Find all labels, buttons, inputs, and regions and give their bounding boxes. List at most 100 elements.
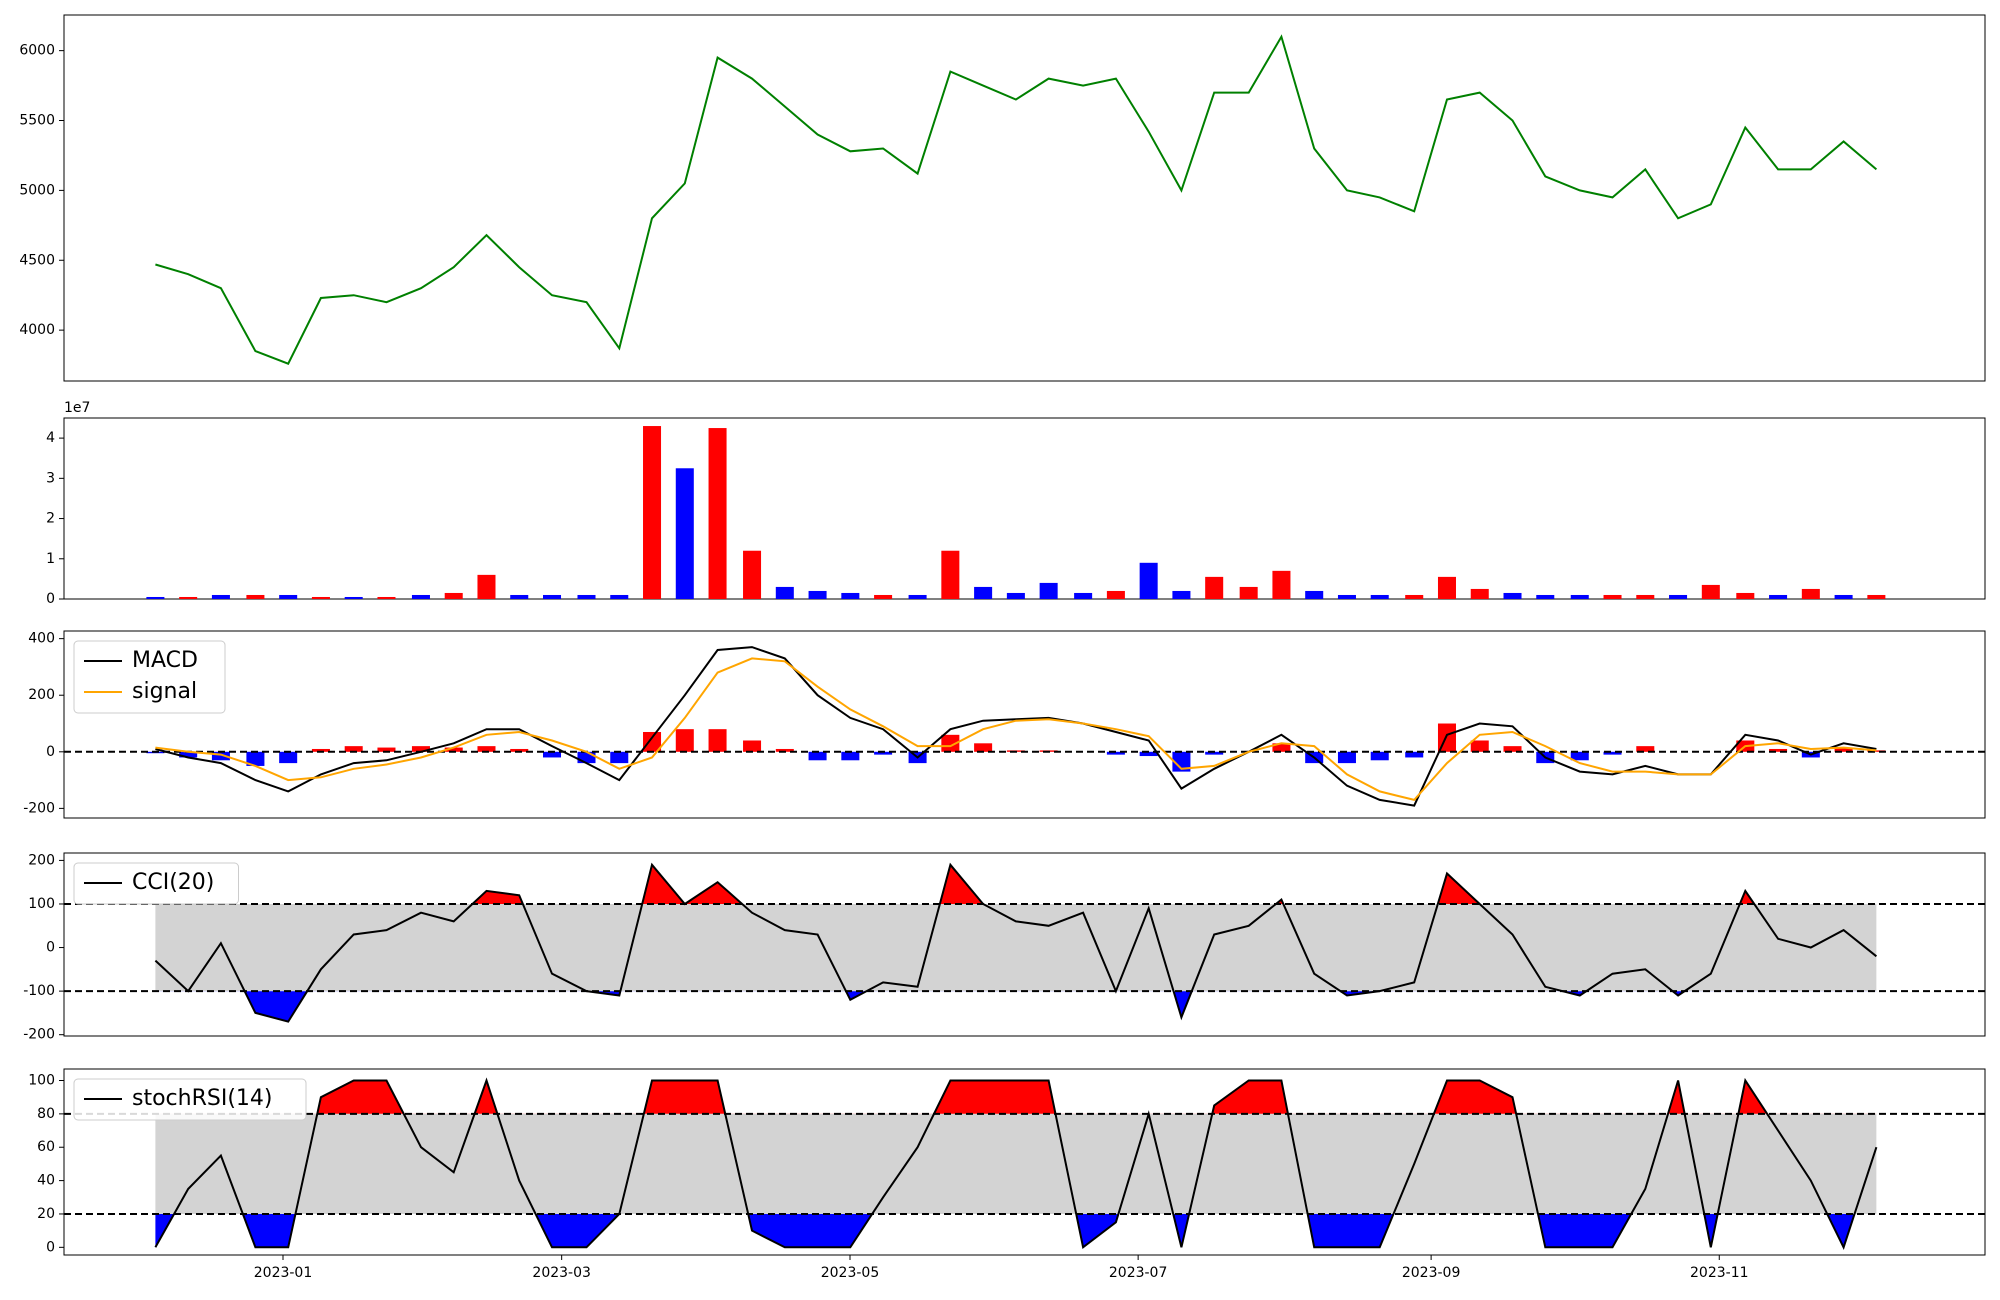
bar xyxy=(1106,751,1125,755)
y-tick-label: 4 xyxy=(46,430,55,446)
bar xyxy=(643,731,662,752)
bar xyxy=(1636,746,1655,752)
y-tick-label: 1 xyxy=(46,551,55,567)
bar xyxy=(1139,751,1158,757)
plot-frame xyxy=(63,417,1986,600)
bar xyxy=(643,426,662,599)
bar xyxy=(311,748,330,752)
bar xyxy=(246,751,265,766)
bar xyxy=(1305,590,1324,599)
bar xyxy=(808,751,827,761)
bar xyxy=(577,594,596,599)
series-line xyxy=(154,1077,1878,1250)
legend-label: CCI(20) xyxy=(132,870,214,895)
bar xyxy=(542,594,562,599)
bar xyxy=(675,468,694,599)
bar xyxy=(675,729,694,752)
bar xyxy=(510,748,529,752)
bar xyxy=(1603,594,1622,599)
y-tick-label: 0 xyxy=(46,1239,55,1255)
legend: MACD signal xyxy=(73,640,226,714)
bar xyxy=(1867,750,1886,752)
panel: 4000 4500 5000 5500 6000 xyxy=(19,14,1986,382)
bar xyxy=(1669,594,1688,599)
bar xyxy=(1801,588,1820,599)
bar xyxy=(344,746,363,752)
legend-box xyxy=(73,640,226,714)
legend-label: signal xyxy=(132,679,197,704)
bar xyxy=(279,594,298,599)
bar xyxy=(1006,592,1025,599)
y-tick-label: 5000 xyxy=(19,182,55,198)
y-tick-label: 60 xyxy=(37,1139,55,1155)
bar xyxy=(377,596,396,599)
bar xyxy=(1570,751,1589,761)
y-tick-label: 4500 xyxy=(19,252,55,268)
y-tick-label: 100 xyxy=(28,1073,55,1089)
bar xyxy=(610,751,629,764)
bar xyxy=(1205,751,1224,755)
y-tick-label: 200 xyxy=(28,687,55,703)
bar xyxy=(1239,586,1258,599)
bar xyxy=(179,751,198,758)
bar xyxy=(1834,747,1853,752)
legend: CCI(20) xyxy=(73,862,239,905)
band xyxy=(155,1113,1877,1214)
bar xyxy=(1470,740,1489,752)
bar xyxy=(179,596,198,599)
bar xyxy=(1106,590,1125,599)
bar xyxy=(1503,746,1522,752)
bar xyxy=(1736,592,1755,599)
bar xyxy=(1370,594,1389,599)
x-tick-label: 2023-09 xyxy=(1402,1265,1461,1281)
bar xyxy=(874,594,893,599)
bar xyxy=(743,550,762,599)
x-tick-label: 2023-11 xyxy=(1690,1265,1749,1281)
bar xyxy=(941,550,960,599)
legend-label: stochRSI(14) xyxy=(132,1086,273,1111)
overbought-fill xyxy=(155,1080,1877,1114)
bar xyxy=(1405,594,1424,599)
panel: -200 0 200 400 MACD signal xyxy=(23,630,1986,819)
series-line xyxy=(154,862,1878,1023)
bar xyxy=(477,574,496,599)
bar xyxy=(444,747,463,752)
plot-frame xyxy=(63,852,1986,1037)
bar xyxy=(1337,594,1356,599)
bar xyxy=(1172,751,1191,772)
bar xyxy=(708,729,727,752)
x-tick-label: 2023-03 xyxy=(532,1265,591,1281)
panel: 0 20 40 60 80 100 2023-01 2023-03 2023-05 2023-07… xyxy=(28,1068,1986,1281)
bar xyxy=(311,596,330,599)
y-tick-label: 40 xyxy=(37,1173,55,1189)
legend-label: MACD xyxy=(132,648,198,673)
y-tick-label: 5500 xyxy=(19,113,55,129)
bar xyxy=(1701,584,1720,599)
bar xyxy=(1437,576,1456,599)
y-tick-label: 6000 xyxy=(19,43,55,59)
bar xyxy=(1570,594,1589,599)
price-line xyxy=(155,34,1878,365)
legend: stochRSI(14) xyxy=(73,1078,307,1121)
y-tick-label: 4000 xyxy=(19,322,55,338)
bar xyxy=(1603,751,1622,755)
y-tick-label: 100 xyxy=(28,896,55,912)
x-tick-label: 2023-01 xyxy=(254,1265,313,1281)
series-line xyxy=(155,646,1877,807)
y-tick-label: 0 xyxy=(46,940,55,956)
bar xyxy=(1172,590,1191,599)
bar xyxy=(941,734,960,752)
bar xyxy=(743,740,762,752)
bar xyxy=(841,592,860,599)
y-tick-label: 0 xyxy=(46,744,55,760)
bar xyxy=(344,596,363,599)
bar xyxy=(775,586,794,599)
plot-frame xyxy=(63,14,1986,382)
bar xyxy=(775,748,794,752)
bar xyxy=(1337,751,1356,764)
plot-frame xyxy=(63,630,1986,819)
bar xyxy=(610,594,629,599)
legend-box xyxy=(73,862,239,905)
bar xyxy=(1769,748,1788,752)
bar xyxy=(246,594,265,599)
